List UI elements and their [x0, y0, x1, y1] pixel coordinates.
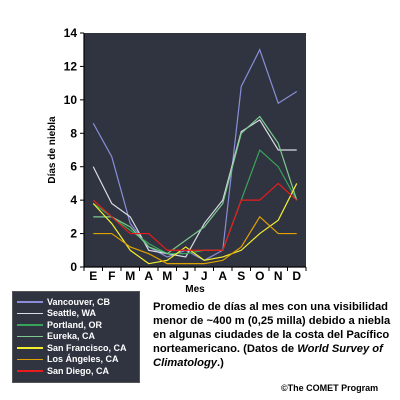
legend-item: Eureka, CA: [17, 331, 139, 343]
legend-label: Portland, OR: [47, 319, 103, 330]
plot-area: [84, 33, 306, 267]
x-tick-label: E: [89, 269, 97, 283]
legend-item: Portland, OR: [17, 319, 139, 331]
x-tick-label: D: [292, 269, 301, 283]
x-tick-label: A: [218, 269, 227, 283]
legend-label: Eureka, CA: [47, 331, 96, 342]
series-line-san-francisco-ca: [92, 183, 298, 265]
legend-swatch: [17, 301, 43, 303]
y-tick-label: 12: [64, 59, 78, 73]
caption-main: Promedio de días al mes con una visibili…: [153, 301, 391, 355]
legend-item: San Francisco, CA: [17, 342, 139, 354]
x-tick-label: M: [125, 269, 135, 283]
legend-item: Los Ángeles, CA: [17, 354, 139, 366]
legend-label: Los Ángeles, CA: [47, 354, 119, 365]
y-tick-label: 6: [70, 160, 77, 174]
legend-swatch: [17, 358, 43, 360]
series-line-san-diego-ca: [92, 182, 298, 251]
caption-source-title: World Survey of Climatology: [153, 343, 383, 369]
series-line-seattle-wa: [92, 119, 297, 258]
y-tick-label: 4: [70, 193, 77, 207]
legend-item: Seattle, WA: [17, 308, 139, 320]
legend-swatch: [17, 335, 43, 337]
legend-label: San Francisco, CA: [47, 342, 127, 353]
x-axis-label: Mes: [185, 284, 205, 295]
caption-source-prefix: (Datos de: [243, 343, 298, 355]
y-tick-label: 10: [64, 93, 78, 107]
legend-label: San Diego, CA: [47, 365, 110, 376]
legend-swatch: [17, 370, 43, 372]
legend-label: Seattle, WA: [47, 308, 97, 319]
x-tick-label: A: [144, 269, 153, 283]
x-tick-label: M: [162, 269, 172, 283]
legend-label: Vancouver, CB: [47, 296, 111, 307]
series-line-los-ngeles-ca: [93, 215, 297, 265]
x-tick-label: F: [108, 269, 115, 283]
y-tick-label: 8: [70, 126, 77, 140]
y-tick-label: 0: [70, 260, 77, 274]
credit: ©The COMET Program: [281, 383, 379, 393]
x-tick-label: O: [255, 269, 264, 283]
caption-source-suffix: .): [217, 357, 224, 369]
legend: Vancouver, CB Seattle, WA Portland, OR Eure…: [12, 291, 140, 383]
y-tick-label: 2: [70, 227, 77, 241]
legend-swatch: [17, 347, 43, 349]
legend-swatch: [17, 312, 43, 314]
caption: Promedio de días al mes con una visibili…: [153, 300, 393, 370]
x-tick-label: J: [201, 269, 208, 283]
series-line-vancouver-cb: [92, 48, 298, 261]
y-axis-label: Días de niebla: [47, 116, 58, 184]
series-line-eureka-ca: [93, 115, 298, 255]
x-tick-label: S: [237, 269, 245, 283]
legend-item: Vancouver, CB: [17, 296, 139, 308]
x-tick-label: N: [274, 269, 283, 283]
x-tick-label: J: [182, 269, 189, 283]
series-line-portland-or: [92, 148, 298, 255]
legend-item: San Diego, CA: [17, 365, 139, 377]
legend-swatch: [17, 324, 43, 326]
y-tick-label: 14: [64, 26, 78, 40]
